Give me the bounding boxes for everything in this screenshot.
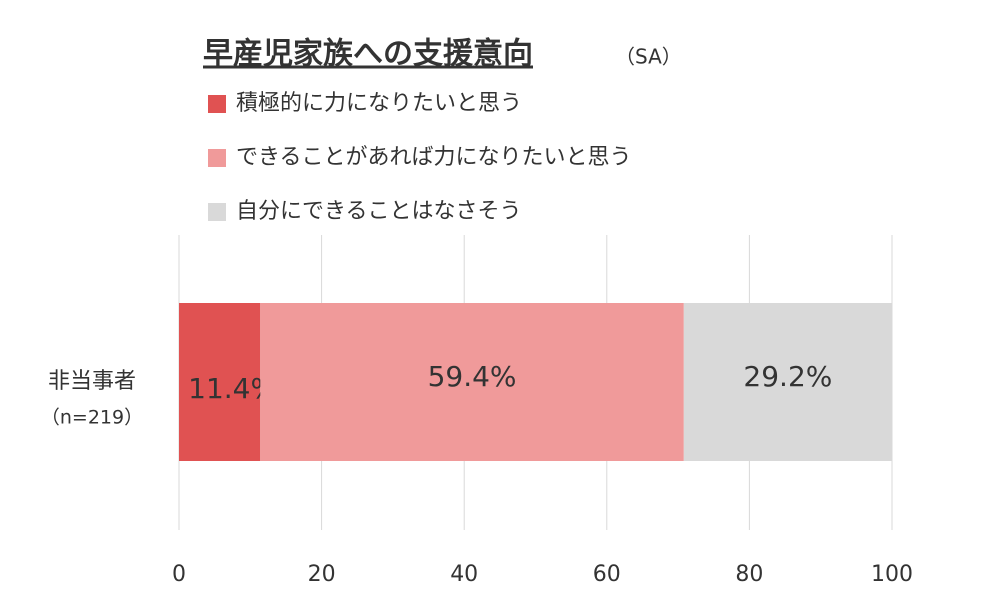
x-tick-label: 40 [450, 562, 478, 587]
x-tick-label: 60 [593, 562, 621, 587]
x-tick-label: 100 [871, 562, 913, 587]
x-tick-label: 0 [172, 562, 186, 587]
category-label: 非当事者 [48, 369, 136, 394]
bar-segment [260, 303, 684, 461]
title-note: （SA） [615, 45, 682, 69]
value-label: 29.2% [743, 360, 832, 393]
legend-label: 自分にできることはなさそう [236, 199, 522, 224]
legend-swatch [208, 95, 226, 113]
x-tick-label: 20 [308, 562, 336, 587]
legend-label: できることがあれば力になりたいと思う [236, 145, 632, 170]
bar-segment [179, 303, 261, 461]
category-note: （n=219） [41, 407, 143, 429]
x-tick-label: 80 [735, 562, 763, 587]
bar-segment [683, 303, 892, 461]
value-label: 59.4% [428, 360, 517, 393]
legend-swatch [208, 149, 226, 167]
chart-title: 早産児家族への支援意向 [203, 37, 533, 72]
legend-swatch [208, 203, 226, 221]
legend-label: 積極的に力になりたいと思う [236, 91, 522, 116]
